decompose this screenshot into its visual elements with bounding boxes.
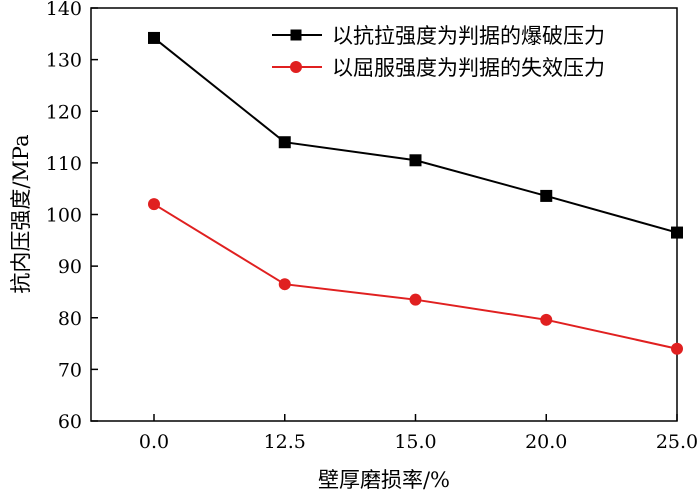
series-line-2 xyxy=(153,203,678,350)
legend-marker-2 xyxy=(290,61,302,73)
series-1-point-2 xyxy=(409,154,422,167)
series-2-point-0 xyxy=(148,198,160,211)
y-tick-label-100: 100 xyxy=(46,205,82,227)
y-tick-label-90: 90 xyxy=(58,256,82,278)
y-axis: 60 70 80 90 100 110 120 130 140 xyxy=(46,0,98,433)
y-tick-label-110: 110 xyxy=(46,153,82,175)
y-tick-label-140: 140 xyxy=(46,0,82,20)
series-1-point-3 xyxy=(540,189,553,202)
y-tick-label-130: 130 xyxy=(46,50,82,72)
x-tick-label-25.0: 25.0 xyxy=(656,431,698,453)
legend-marker-1 xyxy=(290,29,302,41)
x-tick-label-12.5: 12.5 xyxy=(264,431,306,453)
y-axis-title: 抗内压强度/MPa xyxy=(9,134,33,293)
series-2-point-4 xyxy=(671,342,683,355)
series-layer xyxy=(148,31,683,355)
x-axis-title: 壁厚磨损率/% xyxy=(318,468,450,492)
x-tick-label-20.0: 20.0 xyxy=(525,431,567,453)
legend-label-1: 以抗拉强度为判据的爆破压力 xyxy=(332,24,605,48)
series-1-point-0 xyxy=(148,31,160,44)
y-tick-label-70: 70 xyxy=(58,359,82,381)
y-tick-label-80: 80 xyxy=(58,308,82,330)
x-tick-label-0.0: 0.0 xyxy=(139,431,169,453)
y-tick-label-60: 60 xyxy=(58,411,82,433)
x-tick-label-15.0: 15.0 xyxy=(394,431,436,453)
series-2-point-1 xyxy=(278,278,291,291)
series-1-point-1 xyxy=(278,136,291,149)
series-2-point-2 xyxy=(409,293,422,306)
y-tick-label-120: 120 xyxy=(46,101,82,123)
legend-label-2: 以屈服强度为判据的失效压力 xyxy=(332,56,605,80)
x-axis: 0.0 12.5 15.0 20.0 25.0 xyxy=(139,414,698,453)
legend: 以抗拉强度为判据的爆破压力 以屈服强度为判据的失效压力 xyxy=(272,24,605,80)
series-1-point-4 xyxy=(671,226,683,239)
series-2-point-3 xyxy=(540,313,553,326)
